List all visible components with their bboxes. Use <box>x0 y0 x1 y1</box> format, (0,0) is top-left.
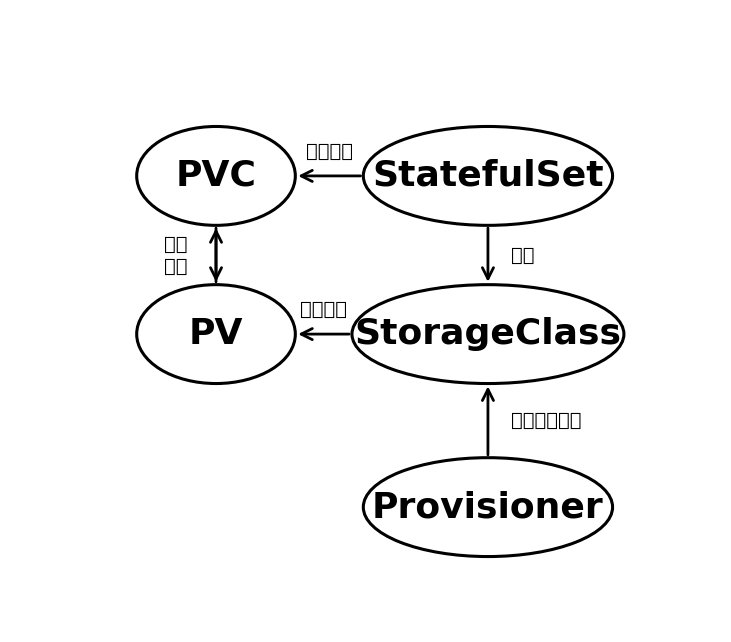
Ellipse shape <box>137 126 295 225</box>
Text: Provisioner: Provisioner <box>372 490 604 524</box>
Ellipse shape <box>363 458 613 557</box>
Text: 自动创建: 自动创建 <box>306 142 353 161</box>
Text: PV: PV <box>189 317 243 351</box>
Text: 指定: 指定 <box>510 245 534 265</box>
Text: StorageClass: StorageClass <box>355 317 621 351</box>
Text: StatefulSet: StatefulSet <box>372 159 604 193</box>
Text: 自动创建: 自动创建 <box>300 300 347 319</box>
Ellipse shape <box>352 284 624 383</box>
Text: 决定存储类型: 决定存储类型 <box>510 411 581 430</box>
Text: PVC: PVC <box>175 159 257 193</box>
Ellipse shape <box>137 284 295 383</box>
Text: 相互
绑定: 相互 绑定 <box>164 234 188 275</box>
Ellipse shape <box>363 126 613 225</box>
